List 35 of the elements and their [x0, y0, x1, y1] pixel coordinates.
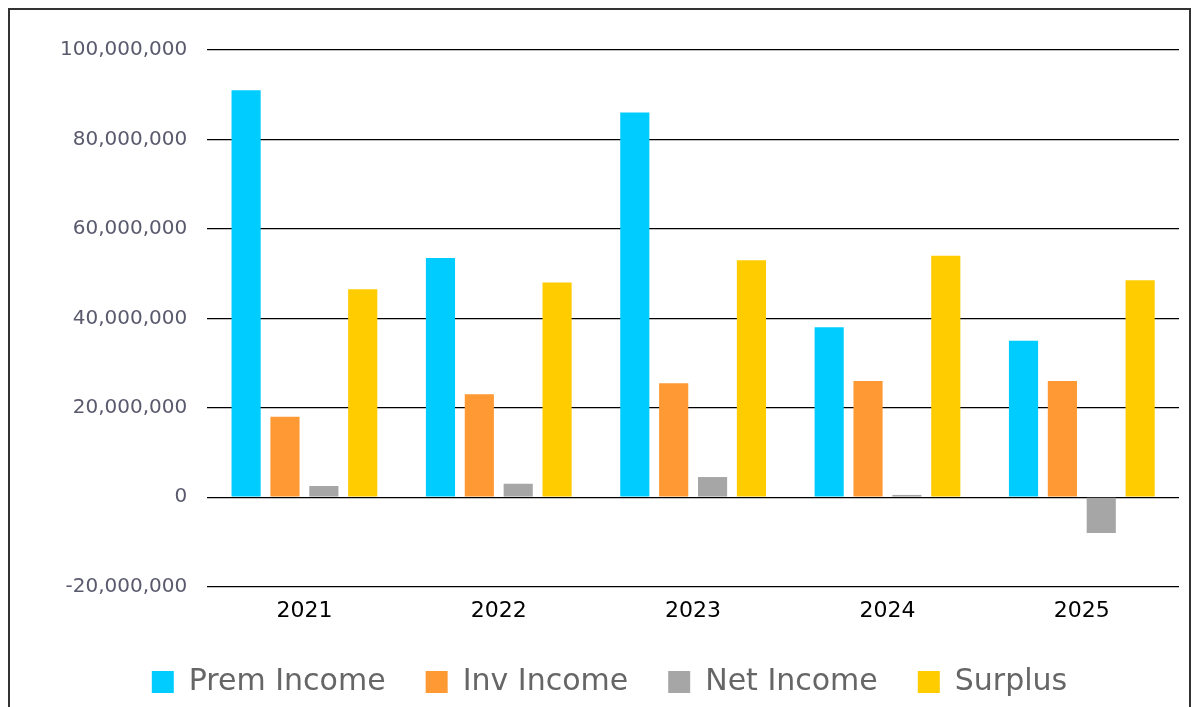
bar	[348, 289, 378, 497]
bar	[542, 282, 572, 497]
bar	[1008, 340, 1039, 497]
bar	[1047, 380, 1077, 497]
bar	[853, 380, 883, 497]
bar	[503, 483, 533, 497]
x-tick-label: 2022	[470, 596, 527, 622]
y-tick-label: 60,000,000	[72, 215, 188, 240]
bar	[659, 383, 689, 497]
y-tick-label: -20,000,000	[65, 572, 188, 597]
y-tick-label: 20,000,000	[72, 393, 188, 418]
bar	[231, 90, 261, 497]
bar	[1125, 280, 1155, 497]
y-tick-label: 100,000,000	[59, 36, 188, 61]
bar	[814, 327, 844, 497]
x-tick-label: 2024	[859, 596, 916, 622]
legend-label: Net Income	[705, 661, 878, 697]
bar	[464, 394, 494, 497]
legend-label: Prem Income	[188, 661, 386, 697]
legend-label: Surplus	[954, 661, 1068, 697]
bar	[270, 416, 300, 497]
bar	[697, 477, 728, 497]
y-tick-label: 80,000,000	[72, 125, 188, 150]
legend-label: Inv Income	[462, 661, 629, 697]
bar	[1086, 497, 1116, 533]
y-tick-label: 40,000,000	[72, 304, 188, 329]
bar	[425, 257, 456, 497]
bar	[736, 260, 766, 497]
bar	[309, 485, 339, 497]
x-tick-label: 2023	[665, 596, 722, 622]
y-tick-label: 0	[174, 483, 188, 508]
x-tick-label: 2025	[1053, 596, 1110, 622]
bar	[620, 112, 650, 497]
x-tick-label: 2021	[276, 596, 333, 622]
bar	[931, 255, 961, 497]
